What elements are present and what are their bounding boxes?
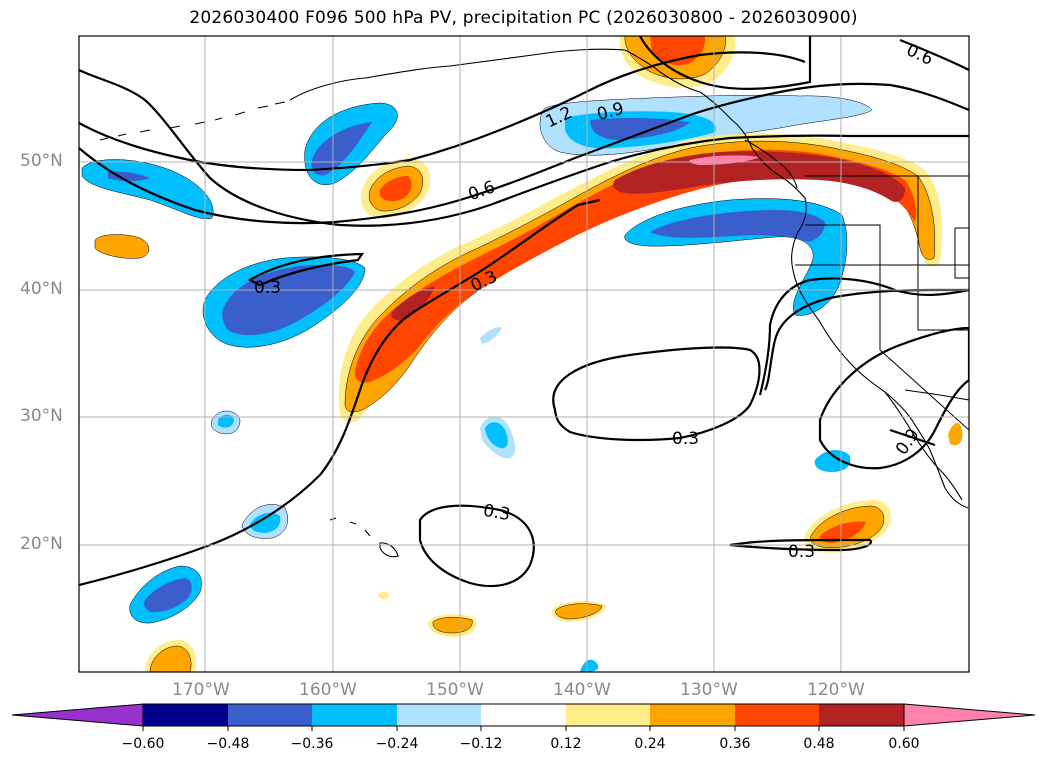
mexico-border bbox=[904, 389, 969, 401]
colorbar-outline bbox=[142, 703, 905, 727]
neg-anomaly-region bbox=[580, 659, 599, 672]
colorbar-bin bbox=[735, 704, 819, 726]
colorbar-tick-label: −0.48 bbox=[206, 736, 250, 752]
graticule bbox=[79, 36, 969, 672]
lon-label: 140°W bbox=[553, 680, 611, 700]
colorbar-tick-label: 0.60 bbox=[888, 736, 920, 752]
neg-anomaly-core bbox=[485, 422, 508, 449]
vancouver-island bbox=[744, 139, 798, 189]
contour-label: 0.3 bbox=[788, 542, 815, 562]
baja-peninsula bbox=[884, 391, 963, 501]
pos-anomaly-region bbox=[555, 603, 603, 620]
lon-label: 120°W bbox=[807, 680, 865, 700]
contour-label: 0.3 bbox=[672, 429, 699, 449]
pos-anomaly-core bbox=[613, 151, 905, 202]
colorbar-bin bbox=[312, 704, 397, 726]
colorbar bbox=[11, 703, 1036, 731]
pos-anomaly-region bbox=[149, 645, 192, 672]
map-title: 2026030400 F096 500 hPa PV, precipitatio… bbox=[189, 8, 858, 28]
pv-contour-0-6-outer bbox=[79, 69, 969, 227]
colorbar-extend-high bbox=[903, 703, 1036, 727]
hawaii-islands bbox=[329, 517, 399, 558]
pv-contour-0-6-north bbox=[899, 38, 969, 71]
contour-label: 0.9 bbox=[892, 425, 924, 459]
lon-label: 130°W bbox=[680, 680, 738, 700]
pv-contour-0-3-hawaii bbox=[418, 504, 535, 587]
pos-anomaly-core bbox=[380, 176, 412, 202]
neg-anomaly-core bbox=[650, 209, 825, 242]
positive-precip-anomalies bbox=[94, 36, 963, 672]
contour-label: 0.6 bbox=[466, 177, 498, 205]
neg-anomaly-region bbox=[480, 327, 502, 344]
pv-contour-0-9-low bbox=[818, 326, 969, 470]
colorbar-tick-label: −0.60 bbox=[121, 736, 165, 752]
contour-label: 0.3 bbox=[254, 278, 281, 298]
pv-contour-0-6-ak bbox=[639, 36, 812, 90]
colorbar-bin bbox=[143, 704, 228, 726]
pv-contour-0-6-ridge bbox=[247, 252, 365, 287]
lat-label: 50°N bbox=[20, 151, 63, 171]
pos-anomaly-region bbox=[378, 591, 389, 600]
colorbar-tick-label: 0.48 bbox=[803, 736, 835, 752]
wa-or-border bbox=[805, 224, 969, 266]
pos-anomaly-region bbox=[432, 617, 473, 634]
colorbar-tick-label: −0.36 bbox=[290, 736, 334, 752]
pv-contour-0-6-coast bbox=[763, 288, 969, 391]
colorbar-bin bbox=[566, 704, 650, 726]
neg-anomaly-core bbox=[250, 512, 281, 533]
us-canada-borders bbox=[795, 175, 969, 431]
map-frame bbox=[78, 35, 970, 673]
pos-anomaly-core bbox=[819, 521, 866, 543]
pv-contour-0-3-east bbox=[729, 538, 873, 552]
aleutian-islands bbox=[99, 101, 286, 141]
colorbar-tick-label: 0.24 bbox=[634, 736, 666, 752]
colorbar-tick-label: −0.12 bbox=[459, 736, 503, 752]
pos-anomaly-core bbox=[391, 286, 435, 321]
bc-coast bbox=[751, 147, 821, 323]
neg-anomaly-core bbox=[108, 171, 150, 181]
colorbar-bin bbox=[819, 704, 904, 726]
lat-label: 20°N bbox=[20, 534, 63, 554]
contour-label: 0.6 bbox=[903, 40, 936, 70]
colorbar-bin bbox=[397, 704, 481, 726]
colorbar-tick-label: 0.36 bbox=[719, 736, 751, 752]
pv-contour-0-3-closed-sub bbox=[552, 346, 761, 442]
colorbar-tick-label: 0.12 bbox=[550, 736, 582, 752]
pos-anomaly-region bbox=[94, 234, 150, 259]
neg-anomaly-core bbox=[218, 414, 234, 428]
nv-ca-border bbox=[879, 265, 969, 431]
lon-label: 150°W bbox=[426, 680, 484, 700]
pv-contour-sc bbox=[889, 428, 936, 447]
pv-contour-0-9 bbox=[79, 82, 969, 225]
contour-label: 0.3 bbox=[482, 501, 512, 525]
colorbar-extend-low bbox=[11, 703, 144, 727]
california-coast bbox=[819, 321, 969, 509]
colorbar-tick-label: −0.24 bbox=[375, 736, 419, 752]
pv-contour-0-9-coast bbox=[758, 277, 969, 396]
lat-label: 40°N bbox=[20, 279, 63, 299]
pos-anomaly-region bbox=[948, 422, 963, 446]
lat-label: 30°N bbox=[20, 406, 63, 426]
lon-label: 170°W bbox=[172, 680, 230, 700]
neg-anomaly-core bbox=[144, 578, 192, 613]
colorbar-bin bbox=[481, 704, 566, 726]
colorbar-bin bbox=[650, 704, 735, 726]
pos-anomaly-core bbox=[650, 36, 706, 66]
colorbar-bin bbox=[228, 704, 312, 726]
neg-anomaly-region bbox=[814, 450, 851, 472]
map-plot-area bbox=[79, 36, 969, 672]
pos-anomaly-core bbox=[689, 155, 760, 165]
nevada-border bbox=[954, 227, 969, 279]
lon-label: 160°W bbox=[299, 680, 357, 700]
